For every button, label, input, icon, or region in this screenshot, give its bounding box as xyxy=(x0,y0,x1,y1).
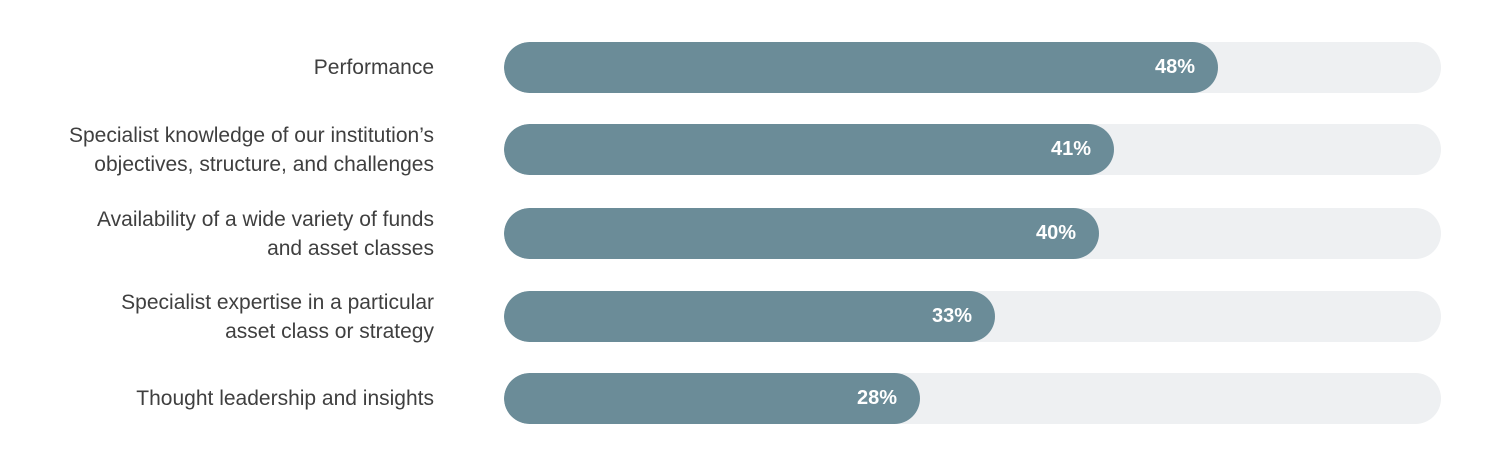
value-label: 28% xyxy=(856,387,897,409)
value-label: 41% xyxy=(1050,138,1091,160)
value-label: 33% xyxy=(931,305,972,327)
category-label-line: Availability of a wide variety of funds xyxy=(97,207,434,231)
bar-fill xyxy=(504,291,995,342)
bar-track: 41% xyxy=(504,124,1441,175)
category-label-line: asset class or strategy xyxy=(225,319,434,343)
value-label: 48% xyxy=(1154,56,1195,78)
category-label: Specialist expertise in a particular asse… xyxy=(14,288,434,346)
category-label: Thought leadership and insights xyxy=(14,384,434,413)
category-label-line: Thought leadership and insights xyxy=(136,387,434,410)
bar-track: 40% xyxy=(504,208,1441,259)
bar-row: Availability of a wide variety of funds a… xyxy=(0,208,1501,260)
bar-fill xyxy=(504,208,1099,259)
bar-track: 28% xyxy=(504,373,1441,424)
category-label: Performance xyxy=(14,53,434,82)
category-label-line: objectives, structure, and challenges xyxy=(94,152,434,176)
category-label-line: Specialist expertise in a particular xyxy=(121,290,434,314)
bar-track: 48% xyxy=(504,42,1441,93)
bar-row: Thought leadership and insights 28% xyxy=(0,373,1501,424)
bar-fill xyxy=(504,42,1218,93)
bar-row: Performance 48% xyxy=(0,42,1501,93)
category-label-line: Specialist knowledge of our institution’… xyxy=(69,123,434,147)
category-label-line: Performance xyxy=(313,56,434,79)
category-label: Specialist knowledge of our institution’… xyxy=(14,121,434,179)
bar-fill xyxy=(504,373,920,424)
bar-row: Specialist knowledge of our institution’… xyxy=(0,124,1501,176)
bar-track: 33% xyxy=(504,291,1441,342)
bar-fill xyxy=(504,124,1114,175)
category-label-line: and asset classes xyxy=(267,236,434,260)
category-label: Availability of a wide variety of funds a… xyxy=(14,205,434,263)
bar-row: Specialist expertise in a particular asse… xyxy=(0,291,1501,343)
value-label: 40% xyxy=(1035,222,1076,244)
